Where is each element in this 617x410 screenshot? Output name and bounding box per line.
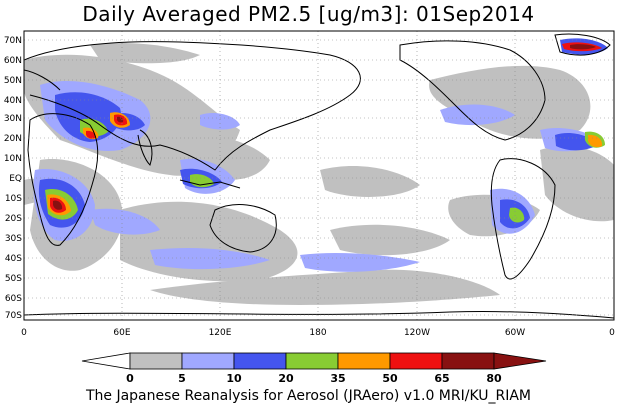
colorbar-segment — [181, 352, 235, 370]
lon-label: 120W — [404, 328, 430, 338]
colorbar-tick: 10 — [226, 372, 242, 385]
coastlines — [24, 33, 614, 319]
lon-label: 0 — [21, 328, 27, 338]
footer-credit: The Japanese Reanalysis for Aerosol (JRA… — [85, 388, 532, 404]
colorbar-segment — [233, 352, 287, 370]
pm25-field — [24, 31, 614, 320]
colorbar: 0 5 10 20 35 50 65 80 — [81, 352, 547, 385]
lat-label: 50N — [4, 76, 22, 86]
lon-gridlines — [121, 31, 516, 320]
lon-label: 180 — [309, 328, 326, 338]
lat-label: 40S — [5, 254, 22, 264]
colorbar-tick: 50 — [382, 372, 398, 385]
map-frame — [23, 30, 615, 321]
colorbar-tick: 65 — [434, 372, 449, 385]
colorbar-tick: 35 — [330, 372, 345, 385]
colorbar-segment — [81, 352, 131, 370]
lat-label: 10N — [4, 154, 22, 164]
colorbar-segment — [129, 352, 183, 370]
colorbar-segment — [441, 352, 495, 370]
lat-label: 30N — [4, 114, 22, 124]
lat-label: 60N — [4, 56, 22, 66]
colorbar-segment — [285, 352, 339, 370]
lat-label: 40N — [4, 96, 22, 106]
lat-label: 10S — [5, 194, 22, 204]
lat-label: 50S — [5, 274, 22, 284]
lat-label: 20N — [4, 134, 22, 144]
colorbar-segment — [389, 352, 443, 370]
colorbar-segment — [337, 352, 391, 370]
colorbar-segment — [493, 352, 547, 370]
lon-label: 0 — [609, 328, 615, 338]
lon-label: 60W — [505, 328, 525, 338]
lon-axis: 0 60E 120E 180 120W 60W 0 — [21, 328, 615, 338]
lat-label: 20S — [5, 214, 22, 224]
colorbar-tick: 20 — [278, 372, 294, 385]
colorbar-tick: 80 — [486, 372, 502, 385]
lat-label: 70S — [5, 311, 22, 321]
lat-label: EQ — [9, 174, 22, 184]
pm25-level-80-plus — [53, 44, 596, 210]
lat-label: 30S — [5, 234, 22, 244]
lat-label: 60S — [5, 294, 22, 304]
lat-axis: 70N 60N 50N 40N 30N 20N 10N EQ 10S 20S 3… — [4, 36, 22, 321]
map-title: Daily Averaged PM2.5 [ug/m3]: 01Sep2014 — [82, 2, 535, 26]
lon-label: 60E — [113, 328, 130, 338]
lon-label: 120E — [209, 328, 232, 338]
lat-label: 70N — [4, 36, 22, 46]
colorbar-tick: 0 — [126, 372, 134, 385]
colorbar-tick: 5 — [178, 372, 186, 385]
